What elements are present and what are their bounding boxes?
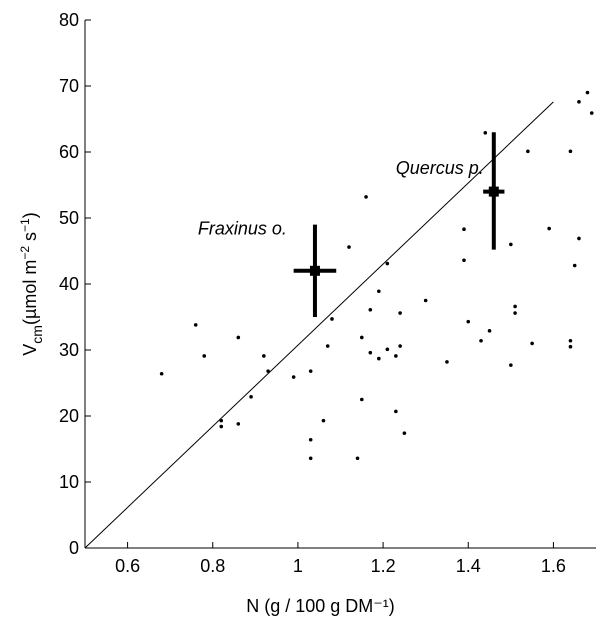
data-point: [568, 344, 573, 349]
fit-line-layer: [84, 101, 554, 549]
data-point: [385, 261, 390, 266]
data-point: [236, 422, 241, 426]
x-tick-label: 0.8: [200, 556, 225, 576]
data-point: [377, 356, 381, 361]
data-point: [321, 418, 326, 423]
data-point: [509, 242, 513, 247]
data-point: [159, 371, 164, 376]
data-point: [368, 350, 373, 355]
x-tick-label: 1: [293, 556, 303, 576]
data-points: [159, 90, 594, 461]
data-point: [445, 360, 449, 364]
data-point: [364, 195, 368, 199]
data-point: [462, 227, 466, 232]
data-point: [462, 258, 466, 263]
data-point: [193, 323, 198, 327]
data-point: [262, 354, 266, 358]
y-tick-label: 80: [59, 10, 79, 30]
data-point: [572, 263, 577, 268]
data-point: [568, 149, 573, 154]
tick-labels: 0.6 0.8 1 1.2 1.4 1.6 0 10 20 30 40 50 60 70 80: [59, 10, 566, 576]
svg-text:Vcm(µmol m−2 s−1): Vcm(µmol m−2 s−1): [18, 212, 45, 355]
y-tick-label: 10: [59, 472, 79, 492]
data-point: [236, 335, 241, 340]
data-point: [526, 149, 530, 154]
x-tick-label: 1.2: [371, 556, 396, 576]
data-point: [219, 418, 224, 423]
y-tick-label: 70: [59, 76, 79, 96]
y-axis-title-subscript: cm: [29, 325, 45, 344]
data-point: [585, 90, 590, 95]
fit-line: [84, 101, 554, 549]
x-tick-label: 1.4: [456, 556, 481, 576]
data-point: [377, 289, 381, 294]
y-tick-label: 40: [59, 274, 79, 294]
data-point: [423, 298, 428, 303]
data-point: [359, 335, 364, 340]
data-point: [402, 431, 407, 435]
x-axis-title: N (g / 100 g DM⁻¹): [246, 596, 395, 616]
data-point: [330, 317, 334, 321]
data-point: [509, 363, 513, 367]
series-annotation: Quercus p.: [396, 158, 484, 178]
data-point: [394, 409, 398, 414]
y-axis-title: Vcm(µmol m−2 s−1): [18, 212, 45, 355]
y-tick-label: 0: [69, 538, 79, 558]
data-point: [368, 307, 373, 312]
y-axis-title-sup2: −1: [18, 218, 32, 232]
x-tick-label: 0.6: [115, 556, 140, 576]
data-point: [308, 437, 313, 442]
data-point: [568, 338, 573, 343]
data-point: [266, 369, 270, 373]
data-point: [355, 456, 360, 461]
data-point: [398, 344, 402, 348]
data-point: [577, 100, 581, 104]
y-tick-label: 50: [59, 208, 79, 228]
data-point: [530, 341, 534, 346]
data-point: [398, 311, 402, 315]
data-point: [219, 424, 224, 429]
data-point: [577, 236, 581, 241]
data-point: [466, 319, 471, 324]
data-point: [202, 354, 207, 358]
axes: [84, 19, 596, 549]
y-tick-label: 30: [59, 340, 79, 360]
y-axis-title-sup1: −2: [18, 246, 32, 260]
series-annotation: Fraxinus o.: [198, 219, 287, 239]
data-point: [513, 304, 517, 309]
data-point: [359, 397, 364, 402]
error-marker-center: [488, 186, 499, 197]
y-axis-title-mid: s: [20, 232, 40, 246]
y-axis-title-unit: (µmol m: [20, 260, 40, 325]
y-tick-label: 20: [59, 406, 79, 426]
data-point: [487, 329, 492, 333]
data-point: [513, 311, 517, 315]
data-point: [589, 111, 594, 115]
y-axis-title-end: ): [20, 212, 40, 218]
data-point: [479, 338, 483, 343]
data-point: [308, 456, 313, 461]
error-marker-center: [309, 265, 320, 276]
y-axis-title-main: V: [20, 344, 40, 356]
data-point: [308, 369, 313, 373]
x-tick-label: 1.6: [541, 556, 566, 576]
data-point: [325, 344, 330, 348]
data-point: [394, 354, 398, 358]
data-point: [249, 395, 253, 399]
data-point: [347, 245, 351, 249]
data-point: [291, 375, 296, 379]
data-point: [483, 131, 488, 135]
data-point: [385, 347, 390, 352]
data-point: [547, 226, 551, 231]
y-tick-label: 60: [59, 142, 79, 162]
error-markers: Fraxinus o. Quercus p.: [198, 132, 505, 317]
